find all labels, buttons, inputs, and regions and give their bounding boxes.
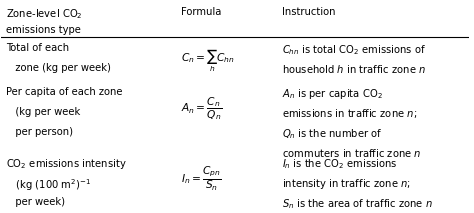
Text: emissions in traffic zone $n$;: emissions in traffic zone $n$; [282,107,417,120]
Text: $C_n = \sum_h C_{hn}$: $C_n = \sum_h C_{hn}$ [181,47,235,74]
Text: $I_n$ is the CO$_2$ emissions: $I_n$ is the CO$_2$ emissions [282,157,397,171]
Text: intensity in traffic zone $n$;: intensity in traffic zone $n$; [282,177,411,191]
Text: $A_n = \dfrac{C_n}{Q_n}$: $A_n = \dfrac{C_n}{Q_n}$ [181,95,223,122]
Text: commuters in traffic zone $n$: commuters in traffic zone $n$ [282,147,421,159]
Text: Instruction: Instruction [282,7,335,17]
Text: $C_{hn}$ is total CO$_2$ emissions of: $C_{hn}$ is total CO$_2$ emissions of [282,43,426,57]
Text: $A_n$ is per capita CO$_2$: $A_n$ is per capita CO$_2$ [282,87,383,101]
Text: Zone-level CO$_2$: Zone-level CO$_2$ [6,7,83,21]
Text: $S_n$ is the area of traffic zone $n$: $S_n$ is the area of traffic zone $n$ [282,197,433,211]
Text: Total of each: Total of each [6,43,69,53]
Text: household $h$ in traffic zone $n$: household $h$ in traffic zone $n$ [282,63,426,75]
Text: emissions type: emissions type [6,25,81,35]
Text: per person): per person) [6,127,73,137]
Text: per week): per week) [6,197,65,207]
Text: CO$_2$ emissions intensity: CO$_2$ emissions intensity [6,157,127,171]
Text: $I_n = \dfrac{C_{pn}}{S_n}$: $I_n = \dfrac{C_{pn}}{S_n}$ [181,165,222,193]
Text: $Q_n$ is the number of: $Q_n$ is the number of [282,127,383,141]
Text: zone (kg per week): zone (kg per week) [6,63,111,73]
Text: Per capita of each zone: Per capita of each zone [6,87,123,97]
Text: (kg (100 m$^2$)$^{-1}$: (kg (100 m$^2$)$^{-1}$ [6,177,91,193]
Text: Formula: Formula [181,7,222,17]
Text: (kg per week: (kg per week [6,107,80,117]
